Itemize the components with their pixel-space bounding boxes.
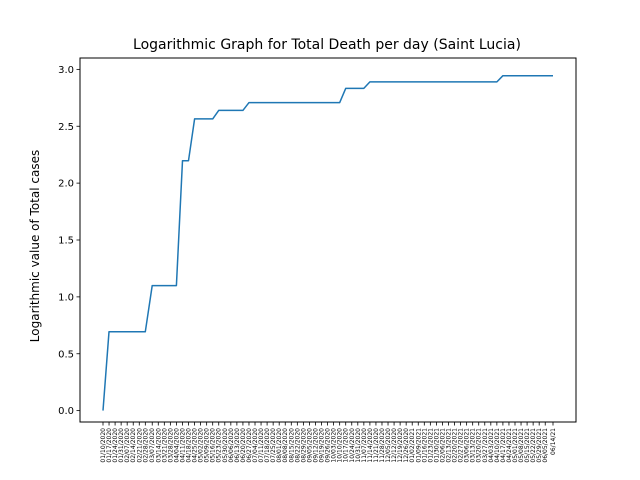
- x-tick-label: 09/19/2020: [319, 428, 326, 463]
- x-tick-label: 03/07/2020: [149, 428, 156, 463]
- x-tick-label: 08/08/2020: [282, 428, 289, 463]
- x-tick-label: 04/25/2020: [192, 428, 199, 463]
- x-tick-label: 08/29/2020: [300, 428, 307, 463]
- x-tick-label: 10/17/2020: [343, 428, 350, 463]
- series-group: [102, 74, 553, 411]
- chart-title: Logarithmic Graph for Total Death per da…: [133, 37, 521, 53]
- x-tick-label: 03/20/2021: [476, 428, 483, 463]
- x-tick-label: 01/30/2021: [433, 428, 440, 463]
- x-tick-label: 03/14/2020: [155, 428, 162, 463]
- x-tick-label: 05/22/2021: [530, 428, 537, 463]
- x-tick-label: 05/23/2020: [216, 428, 223, 463]
- x-tick-label: 01/02/2021: [409, 428, 416, 463]
- x-tick-label: 07/25/2020: [270, 428, 277, 463]
- x-tick-label: 03/27/2021: [482, 428, 489, 463]
- x-tick-label: 09/12/2020: [312, 428, 319, 463]
- x-tick-label: 08/15/2020: [288, 428, 295, 463]
- x-tick-label: 09/05/2020: [306, 428, 313, 463]
- x-tick-label: 03/21/2020: [161, 428, 168, 463]
- x-tick-label: 04/03/2021: [488, 428, 495, 463]
- x-tick-label: 04/04/2020: [173, 428, 180, 463]
- x-tick-label: 01/23/2021: [427, 428, 434, 463]
- y-tick-label: 0.5: [58, 349, 74, 360]
- x-tick-label: 01/31/2020: [118, 428, 125, 463]
- y-tick-label: 0.0: [58, 406, 74, 417]
- y-tick-label: 3.0: [58, 65, 74, 76]
- x-tick-label: 02/27/2021: [458, 428, 465, 463]
- x-tick-label: 05/16/2020: [210, 428, 217, 463]
- x-tick-label: 02/06/2021: [439, 428, 446, 463]
- x-tick-label: 05/09/2020: [204, 428, 211, 463]
- x-tick-label: 07/18/2020: [264, 428, 271, 463]
- x-tick-label: 06/06/2020: [228, 428, 235, 463]
- x-tick-label: 06/13/2020: [234, 428, 241, 463]
- x-tick-label: 05/15/2021: [524, 428, 531, 463]
- x-tick-label: 02/07/2020: [124, 428, 131, 463]
- x-tick-label: 08/01/2020: [276, 428, 283, 463]
- x-tick-label: 03/28/2020: [167, 428, 174, 463]
- y-tick-label: 1.5: [58, 236, 74, 247]
- x-tick-label: 05/29/2021: [536, 428, 543, 463]
- x-tick-label: 05/30/2020: [222, 428, 229, 463]
- x-tick-label: 05/08/2021: [518, 428, 525, 463]
- x-tick-label: 11/07/2020: [361, 428, 368, 463]
- x-tick-label: 10/31/2020: [355, 428, 362, 463]
- x-tick-label: 08/22/2020: [294, 428, 301, 463]
- x-tick-label: 02/20/2021: [452, 428, 459, 463]
- x-tick-label: 03/13/2021: [470, 428, 477, 463]
- x-tick-label: 01/10/2020: [100, 428, 107, 463]
- x-tick-label: 11/14/2020: [367, 428, 374, 463]
- y-tick-label: 2.5: [58, 122, 74, 133]
- x-tick-label: 06/20/2020: [240, 428, 247, 463]
- x-tick-label: 12/05/2020: [385, 428, 392, 463]
- x-tick-label: 11/21/2020: [373, 428, 380, 463]
- x-tick-label: 02/13/2021: [445, 428, 452, 463]
- x-tick-label: 03/06/2021: [464, 428, 471, 463]
- x-tick-label: 07/04/2020: [252, 428, 259, 463]
- x-tick-label: 04/18/2020: [186, 428, 193, 463]
- x-tick-label: 06/27/2020: [246, 428, 253, 463]
- x-tick-label: 04/24/2021: [506, 428, 513, 463]
- x-tick-label: 06/05/2021: [542, 428, 549, 463]
- x-tick-label: 10/10/2020: [337, 428, 344, 463]
- series-line: [102, 74, 553, 411]
- x-tick-label: 12/12/2020: [391, 428, 398, 463]
- plot-frame: [79, 57, 577, 423]
- x-tick-label: 05/02/2020: [198, 428, 205, 463]
- x-tick-label: 05/01/2021: [512, 428, 519, 463]
- x-tick-label: 01/24/2020: [112, 428, 119, 463]
- x-tick-label: 12/26/2020: [403, 428, 410, 463]
- x-tick-label: 02/28/2020: [142, 428, 149, 463]
- x-tick-label: 04/17/2021: [500, 428, 507, 463]
- y-axis-label: Logarithmic value of Total cases: [28, 150, 42, 342]
- x-tick-label: 02/14/2020: [130, 428, 137, 463]
- x-tick-label: 01/16/2021: [421, 428, 428, 463]
- x-tick-label: 06/14/21: [550, 428, 557, 455]
- x-tick-label: 10/03/2020: [331, 428, 338, 463]
- x-tick-label: 01/17/2020: [106, 428, 113, 463]
- x-tick-label: 12/19/2020: [397, 428, 404, 463]
- x-tick-label: 01/09/2021: [415, 428, 422, 463]
- y-tick-label: 1.0: [58, 292, 74, 303]
- x-tick-label: 11/28/2020: [379, 428, 386, 463]
- x-tick-label: 09/26/2020: [325, 428, 332, 463]
- x-tick-label: 10/24/2020: [349, 428, 356, 463]
- x-axis-ticks: 01/10/2020 01/17/2020 01/24/2020 01/31/2020…: [100, 422, 557, 463]
- x-tick-label: 02/21/2020: [136, 428, 143, 463]
- y-axis-ticks: 0.0 0.5 1.0 1.5 2.0 2.5 3.0: [58, 65, 80, 417]
- x-tick-label: 04/11/2020: [179, 428, 186, 463]
- x-tick-label: 07/11/2020: [258, 428, 265, 463]
- x-tick-label: 04/10/2021: [494, 428, 501, 463]
- y-tick-label: 2.0: [58, 179, 74, 190]
